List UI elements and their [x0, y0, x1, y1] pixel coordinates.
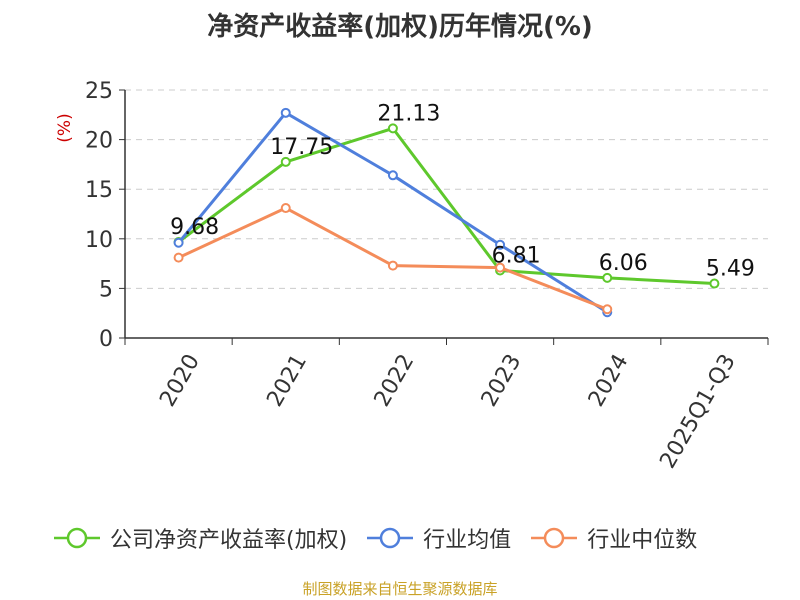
chart-title: 净资产收益率(加权)历年情况(%) [207, 12, 593, 42]
series-layer [173, 107, 720, 318]
y-tick-label: 0 [99, 327, 113, 352]
data-point [709, 278, 720, 289]
legend-item: 行业中位数 [529, 522, 697, 554]
data-point [387, 170, 398, 181]
y-tick-label: 5 [99, 277, 113, 302]
x-tick-label: 2021 [262, 350, 312, 411]
legend-label: 行业均值 [423, 528, 512, 553]
data-label: 17.75 [270, 135, 333, 160]
y-tick-label: 25 [85, 79, 113, 104]
data-label: 5.49 [706, 257, 755, 282]
data-point [173, 237, 184, 248]
y-tick-label: 10 [85, 228, 113, 253]
legend-swatch [531, 527, 578, 549]
legend-swatch [367, 527, 414, 549]
legend-label: 公司净资产收益率(加权) [110, 528, 348, 553]
data-point [387, 260, 398, 271]
legend-swatch-marker [66, 527, 88, 549]
data-point [387, 123, 398, 134]
label-layer: 9.68 17.75 21.13 6.81 6.06 5.49 [170, 101, 755, 281]
x-tick-label: 2023 [477, 350, 527, 411]
source-note: 制图数据来自恒生聚源数据库 [302, 580, 498, 598]
data-point [173, 252, 184, 263]
legend-label: 行业中位数 [587, 528, 698, 553]
y-axis-label: (%) [55, 113, 75, 142]
y-tick-label: 20 [85, 129, 113, 154]
data-label: 21.13 [377, 101, 440, 126]
x-tick-label: 2025Q1-Q3 [655, 350, 740, 473]
y-tick-label: 15 [85, 178, 113, 203]
data-point [602, 272, 613, 283]
data-point [280, 107, 291, 118]
legend-swatch [54, 527, 100, 549]
data-point [280, 156, 291, 167]
data-label: 9.68 [170, 215, 219, 240]
data-label: 6.81 [492, 243, 541, 268]
legend-item: 公司净资产收益率(加权) [52, 522, 347, 554]
x-tick-label: 2020 [155, 350, 205, 411]
data-label: 6.06 [599, 251, 648, 276]
grid-layer [125, 89, 768, 289]
data-point [602, 304, 613, 315]
legend-swatch-marker [543, 527, 565, 549]
legend: 公司净资产收益率(加权) 行业均值 行业中位数 [52, 520, 715, 556]
series-line-0 [177, 126, 715, 286]
series-line-2 [177, 206, 608, 311]
data-point [280, 203, 291, 214]
x-tick-label: 2022 [370, 350, 420, 411]
axis-layer: 0 5 10 15 20 25 (%) 2020 2021 2022 2023 2024 2025Q1-… [55, 79, 769, 473]
legend-swatch-marker [379, 527, 401, 549]
data-point [495, 239, 506, 250]
data-point [495, 262, 506, 273]
legend-item: 行业均值 [365, 522, 511, 554]
series-line-1 [177, 111, 609, 314]
x-tick-label: 2024 [584, 350, 634, 411]
